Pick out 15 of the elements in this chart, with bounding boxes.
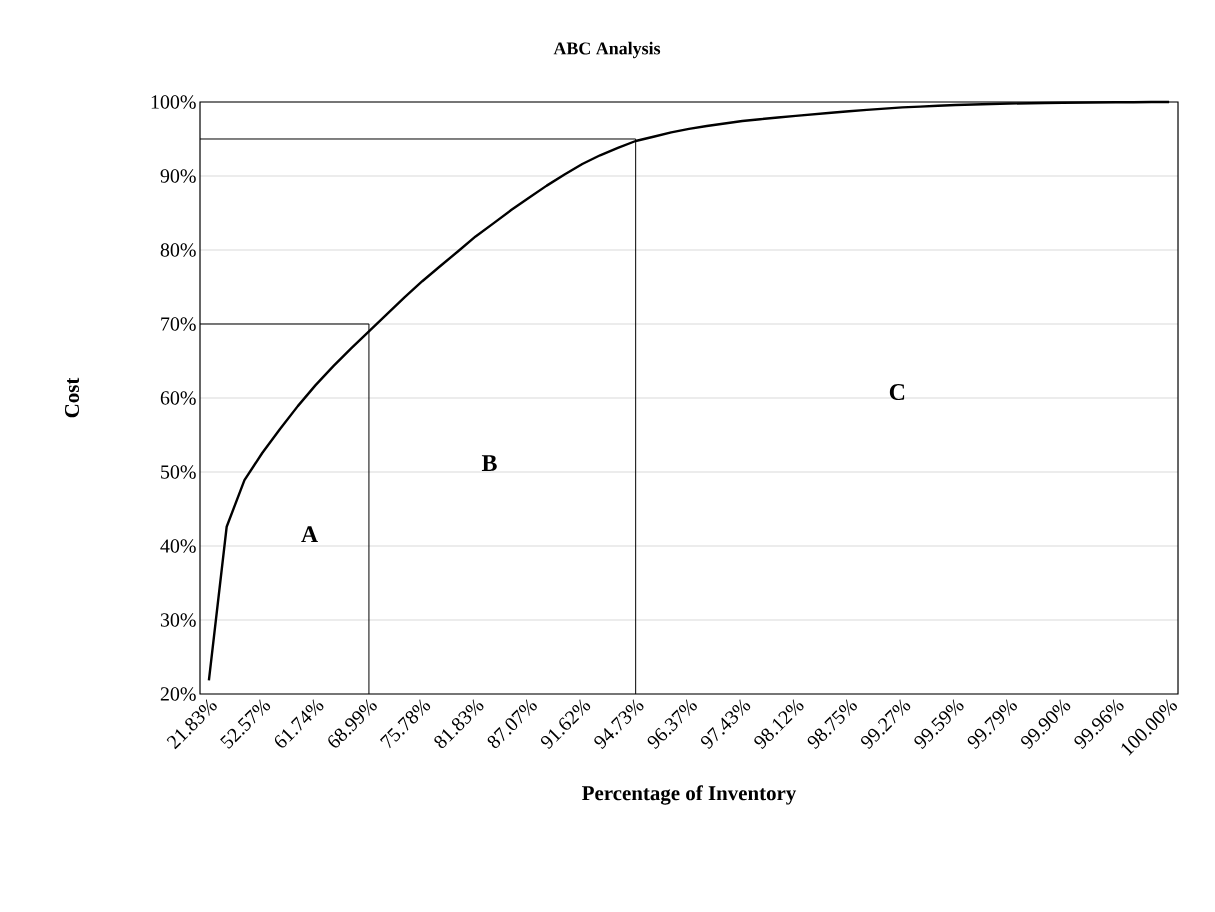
y-tick-label: 100% (151, 95, 196, 109)
annotation: C (889, 384, 905, 401)
chart-title: ABC Analysis (553, 41, 661, 59)
y-tick-label: 80% (160, 243, 196, 257)
y-tick-label: 30% (160, 613, 196, 627)
x-axis-title: Percentage of Inventory (582, 785, 797, 805)
y-tick-label: 60% (160, 391, 196, 405)
y-tick-label: 20% (160, 687, 196, 701)
y-axis-title: Cost (64, 377, 80, 418)
y-tick-label: 70% (161, 317, 196, 331)
y-tick-label: 40% (160, 539, 196, 553)
y-tick-label: 50% (161, 465, 196, 479)
annotation: B (481, 455, 497, 471)
y-tick-label: 90% (160, 169, 196, 183)
annotation: A (301, 526, 318, 543)
